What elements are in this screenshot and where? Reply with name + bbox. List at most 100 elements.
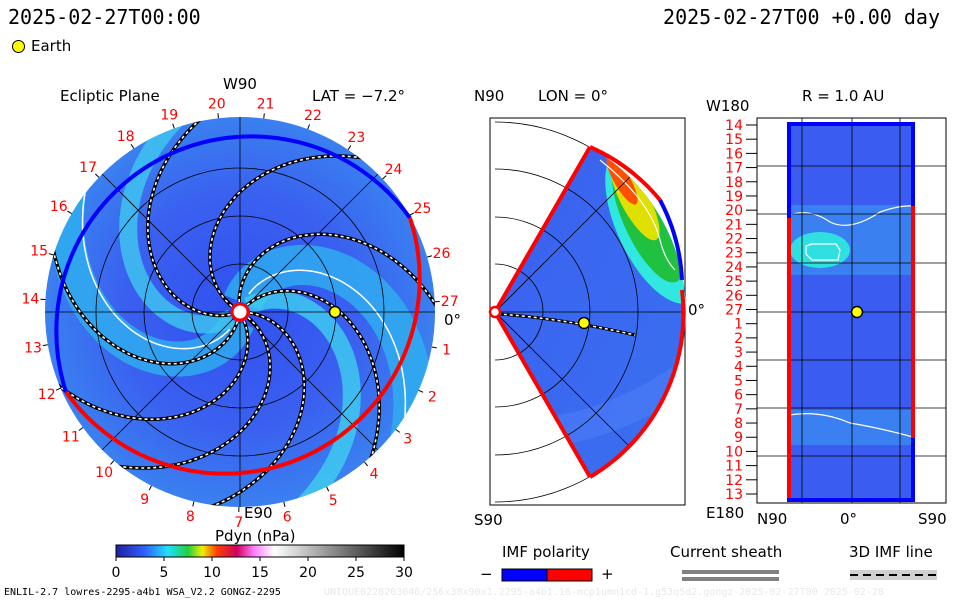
day-tick [431,346,437,349]
day-tick [326,486,330,492]
carrington-day-label: 13 [24,340,42,356]
imf-line-dash [147,117,241,317]
day-tick [409,212,415,216]
carrington-day-label: 16 [50,199,68,215]
imf-line-legend [850,570,937,580]
carrington-day-label: 19 [160,107,178,123]
colorbar-tick-label: 30 [395,565,413,581]
colorbar-tick-label: 25 [347,565,365,581]
imf-polarity-title: IMF polarity [502,543,590,561]
carrington-day-label: 25 [414,201,432,217]
day-tick [110,460,115,465]
day-tick [283,501,286,507]
radial-day-label: 7 [734,402,743,418]
carrington-day-label: 24 [385,162,403,178]
radial-day-label: 21 [725,217,743,233]
colorbar: 0 5 10 15 20 25 30 [112,544,413,581]
carrington-day-label: 17 [79,160,97,176]
radial-day-label: 12 [725,473,743,489]
day-tick [217,113,219,119]
radial-day-label: 18 [725,175,743,191]
ecliptic-bottom-label: E90 [244,504,273,522]
colorbar-tick-label: 20 [299,565,317,581]
day-tick [263,113,265,119]
meridional-right-label: 0° [688,301,706,319]
meridional-top-label: N90 [474,87,505,105]
carrington-day-label: 12 [38,387,56,403]
carrington-day-label: 6 [283,510,292,526]
imf-line-dash [238,233,435,351]
earth-marker-radial [850,305,864,319]
carrington-day-label: 8 [186,509,195,525]
day-tick [148,485,152,491]
radial-top-label: W180 [706,97,750,115]
meridional-lon: LON = 0° [538,87,608,105]
ecliptic-top-label: W90 [223,75,257,93]
radial-day-label: 14 [725,118,743,134]
day-tick [67,210,72,214]
carrington-day-label: 23 [347,130,365,146]
footer-model-info: ENLIL-2.7 lowres-2295-a4b1 WSA_V2.2 GONG… [4,587,281,598]
carrington-day-label: 26 [433,246,451,262]
colorbar-tick-label: 10 [203,565,221,581]
imf-line-dash [164,312,306,507]
imf-minus: − [480,565,493,583]
radial-day-label: 5 [734,373,743,389]
radial-day-label: 16 [725,146,743,162]
radial-day-label: 15 [725,132,743,148]
imf-line-dash [71,317,271,469]
day-tick [307,124,310,130]
radial-day-label: 6 [734,388,743,404]
current-sheath-legend [682,570,779,581]
carrington-day-label: 15 [30,244,48,260]
colorbar-label: Pdyn (nPa) [215,527,296,545]
carrington-day-label: 18 [117,129,135,145]
carrington-day-label: 14 [22,292,40,308]
day-tick [347,145,352,150]
carrington-day-label: 10 [95,465,113,481]
earth-marker-icon [12,40,25,53]
imf-plus: + [601,565,614,583]
colorbar-tick-label: 15 [251,565,269,581]
radial-x-right: S90 [918,510,947,528]
ecliptic-lat: LAT = −7.2° [312,87,405,105]
day-tick [130,144,135,149]
carrington-day-label: 7 [234,515,243,531]
imf-polarity-legend [501,568,593,582]
earth-legend-label: Earth [31,37,72,55]
colorbar-tick-label: 5 [160,565,169,581]
day-tick [42,344,48,347]
ecliptic-rim-negative [54,134,412,393]
radial-day-label: 1 [734,317,743,333]
radial-title: R = 1.0 AU [802,87,885,105]
day-tick [94,173,100,178]
carrington-day-label: 27 [441,294,459,310]
carrington-day-label: 4 [370,467,379,483]
day-tick [382,175,387,180]
radial-x-left: N90 [757,510,788,528]
day-tick [55,387,61,391]
imf-line-dash [45,320,249,421]
carrington-day-label: 22 [304,108,322,124]
sun-marker [230,302,250,322]
radial-day-label: 3 [734,345,743,361]
radial-day-label: 26 [725,288,743,304]
meridional-plane-wedge [488,117,686,506]
carrington-day-label: 11 [62,429,80,445]
radial-day-label: 23 [725,246,743,262]
ecliptic-right-label: 0° [444,311,462,329]
day-tick [78,427,84,431]
radial-day-label: 9 [734,430,743,446]
density-band [182,290,361,507]
day-tick [426,255,433,258]
carrington-day-label: 2 [428,389,437,405]
imf-line-title: 3D IMF line [849,543,933,561]
day-tick [48,253,54,256]
time-left: 2025-02-27T00:00 [8,5,201,29]
radial-day-label: 10 [725,444,743,460]
radial-day-label: 17 [725,161,743,177]
density-band [119,117,298,334]
day-tick [418,389,424,393]
carrington-day-label: 1 [442,343,451,359]
